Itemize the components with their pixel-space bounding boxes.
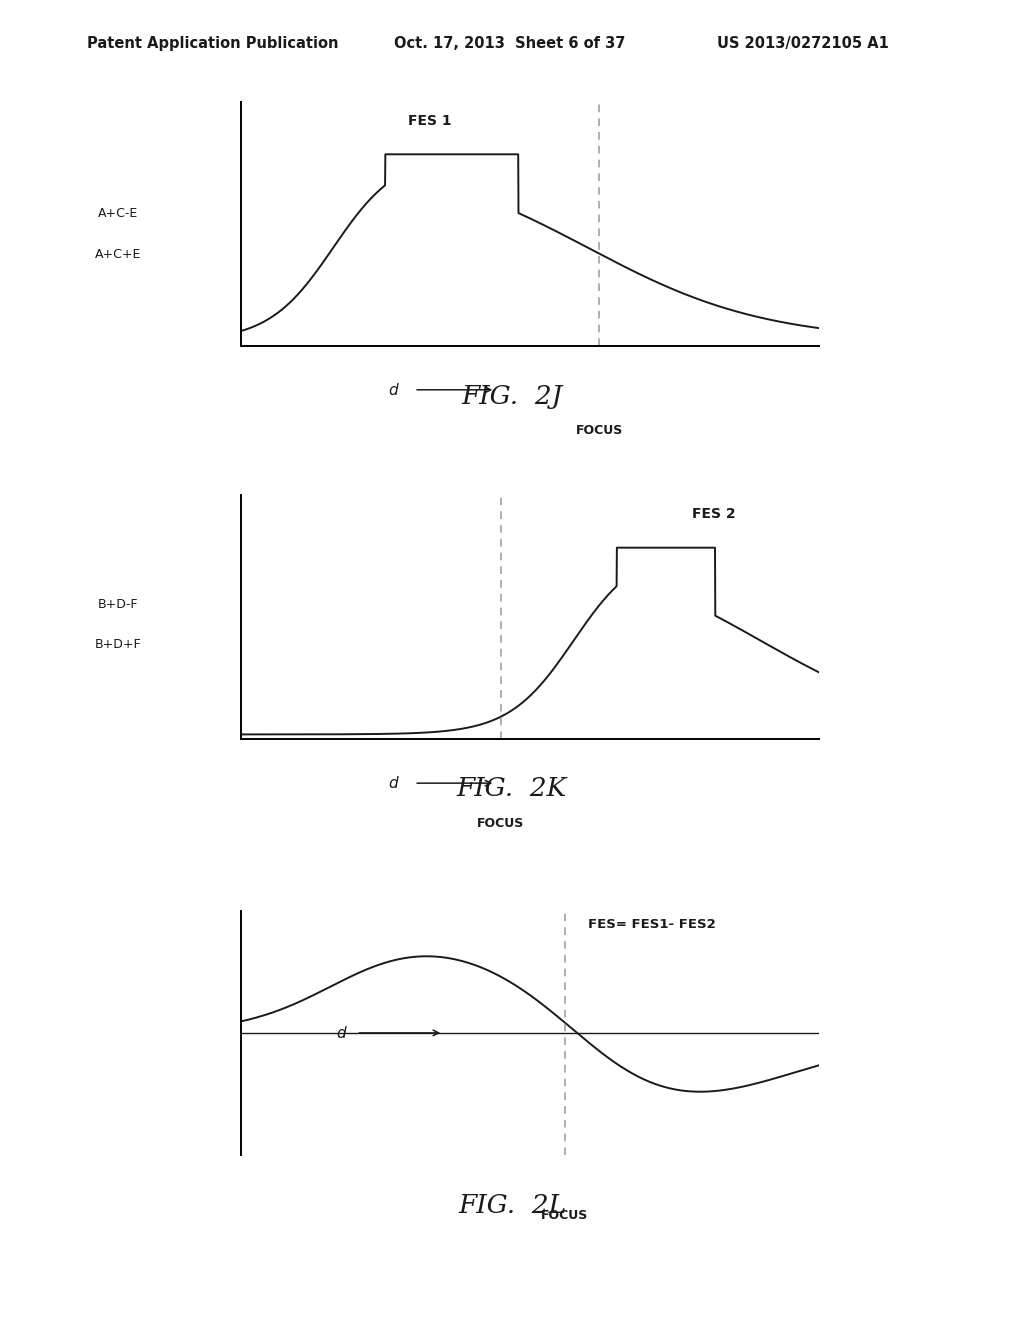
Text: B+D+F: B+D+F xyxy=(94,638,141,651)
Text: FES 1: FES 1 xyxy=(409,114,452,128)
Text: US 2013/0272105 A1: US 2013/0272105 A1 xyxy=(717,36,889,50)
Text: A+C-E: A+C-E xyxy=(97,207,138,220)
Text: FES= FES1- FES2: FES= FES1- FES2 xyxy=(588,919,716,931)
Text: FES 2: FES 2 xyxy=(692,507,735,521)
Text: FIG.  2L: FIG. 2L xyxy=(458,1193,566,1217)
Text: FIG.  2J: FIG. 2J xyxy=(462,384,562,408)
Text: FOCUS: FOCUS xyxy=(575,424,623,437)
Text: Oct. 17, 2013  Sheet 6 of 37: Oct. 17, 2013 Sheet 6 of 37 xyxy=(394,36,626,50)
Text: FOCUS: FOCUS xyxy=(477,817,524,830)
Text: $d$: $d$ xyxy=(336,1024,348,1041)
Text: Patent Application Publication: Patent Application Publication xyxy=(87,36,339,50)
Text: $d$: $d$ xyxy=(388,381,399,397)
Text: A+C+E: A+C+E xyxy=(94,248,141,261)
Text: FIG.  2K: FIG. 2K xyxy=(457,776,567,800)
Text: FOCUS: FOCUS xyxy=(541,1209,588,1222)
Text: $d$: $d$ xyxy=(388,775,399,791)
Text: B+D-F: B+D-F xyxy=(97,598,138,611)
